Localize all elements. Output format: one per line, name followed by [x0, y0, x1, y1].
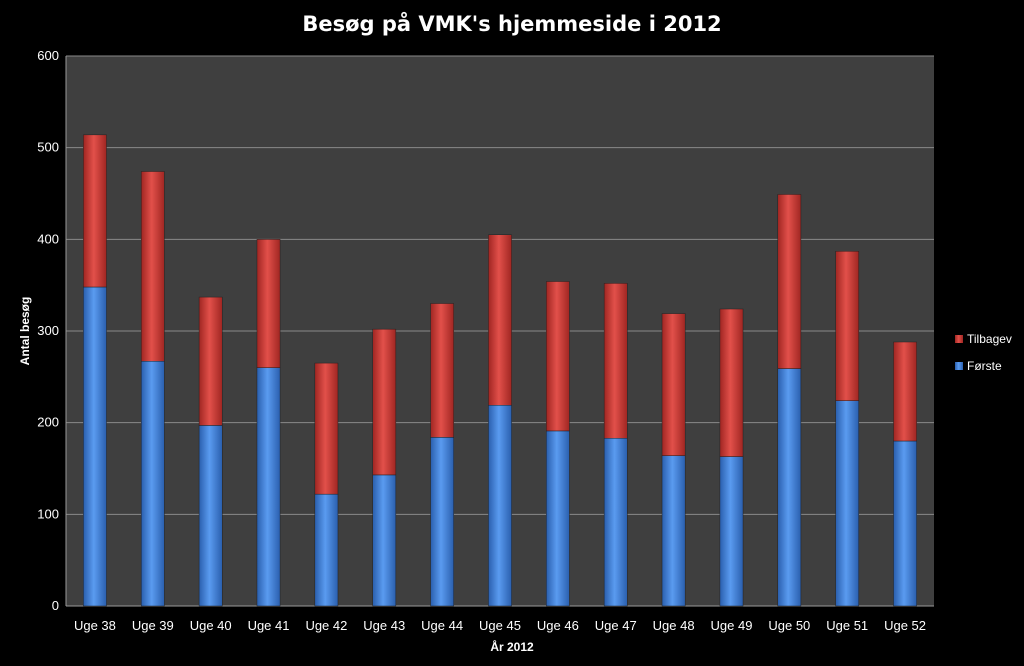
bar-forste-3	[198, 425, 223, 607]
bars	[83, 134, 917, 607]
legend-label-tilbagev: Tilbagev	[967, 332, 1012, 346]
x-tick-label: Uge 42	[305, 618, 347, 633]
x-tick-label: Uge 41	[248, 618, 290, 633]
bar-forste-10	[603, 438, 628, 607]
x-tick-label: Uge 44	[421, 618, 463, 633]
x-tick-label: Uge 43	[363, 618, 405, 633]
bar-tilbagev-8	[488, 234, 512, 406]
x-tick-label: Uge 46	[537, 618, 579, 633]
bar-forste-6	[372, 474, 397, 607]
chart-title: Besøg på VMK's hjemmeside i 2012	[302, 11, 721, 36]
y-axis-ticks: 0 100 200 300 400 500 600	[37, 48, 59, 613]
bar-tilbagev-6	[372, 328, 397, 476]
x-tick-label: Uge 38	[74, 618, 116, 633]
bar-forste-9	[546, 430, 570, 607]
bar-tilbagev-14	[835, 251, 860, 401]
legend-swatch-forste	[955, 362, 963, 370]
x-tick-label: Uge 39	[132, 618, 174, 633]
bar-forste-5	[314, 493, 339, 607]
bar-forste-15	[893, 440, 917, 607]
bar-tilbagev-4	[256, 239, 281, 368]
bar-forste-2	[140, 361, 165, 607]
x-tick-label: Uge 45	[479, 618, 521, 633]
bar-tilbagev-12	[719, 308, 744, 457]
y-tick-label: 300	[37, 323, 59, 338]
legend-swatch-tilbagev	[955, 335, 963, 343]
legend-label-forste: Første	[967, 359, 1002, 373]
x-tick-label: Uge 51	[826, 618, 868, 633]
x-axis-label: År 2012	[490, 639, 534, 654]
bar-tilbagev-10	[603, 283, 628, 439]
bar-forste-12	[719, 456, 744, 607]
y-tick-label: 0	[52, 598, 59, 613]
bar-tilbagev-15	[893, 341, 917, 442]
bar-tilbagev-13	[777, 194, 802, 369]
bar-forste-1	[83, 286, 107, 607]
bar-tilbagev-3	[198, 296, 223, 426]
x-tick-label: Uge 49	[711, 618, 753, 633]
y-tick-label: 600	[37, 48, 59, 63]
x-tick-label: Uge 40	[190, 618, 232, 633]
y-axis-label: Antal besøg	[18, 297, 32, 366]
bar-forste-14	[835, 400, 860, 607]
bar-tilbagev-7	[430, 303, 454, 438]
x-tick-label: Uge 48	[653, 618, 695, 633]
bar-tilbagev-2	[140, 171, 165, 362]
bar-forste-8	[488, 405, 512, 607]
bar-tilbagev-1	[83, 134, 107, 288]
bar-tilbagev-5	[314, 362, 339, 495]
bar-tilbagev-9	[546, 281, 570, 432]
y-tick-label: 400	[37, 231, 59, 246]
x-axis-ticks: Uge 38 Uge 39 Uge 40 Uge 41 Uge 42 Uge 43 Uge …	[74, 618, 926, 633]
bar-forste-7	[430, 437, 454, 607]
bar-forste-13	[777, 368, 802, 607]
bar-forste-4	[256, 367, 281, 607]
bar-tilbagev-11	[661, 313, 686, 456]
x-tick-label: Uge 52	[884, 618, 926, 633]
legend: Tilbagev Første	[955, 332, 1012, 373]
x-tick-label: Uge 50	[768, 618, 810, 633]
x-tick-label: Uge 47	[595, 618, 637, 633]
y-tick-label: 100	[37, 506, 59, 521]
y-tick-label: 200	[37, 415, 59, 430]
y-tick-label: 500	[37, 140, 59, 155]
bar-forste-11	[661, 455, 686, 607]
